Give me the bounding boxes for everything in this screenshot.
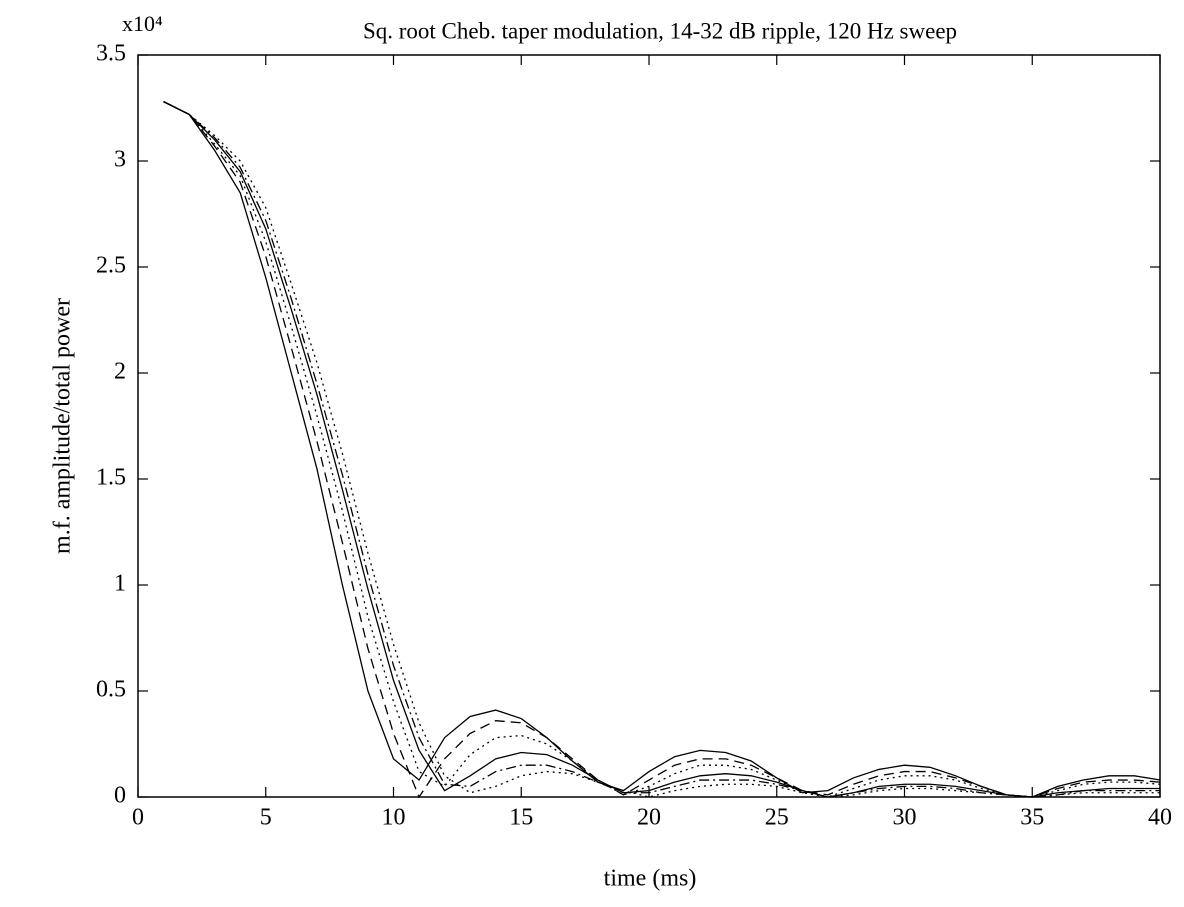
x-tick-label: 30 <box>893 805 917 831</box>
x-tick-label: 15 <box>509 805 533 831</box>
y-multiplier: x10⁴ <box>122 11 163 36</box>
chart-title: Sq. root Cheb. taper modulation, 14-32 d… <box>363 18 957 43</box>
x-tick-label: 10 <box>382 805 406 831</box>
x-tick-label: 40 <box>1148 805 1172 831</box>
series-line <box>163 101 1161 798</box>
x-tick-label: 35 <box>1020 805 1044 831</box>
y-tick-label: 1 <box>114 571 126 597</box>
series-line <box>163 101 1160 798</box>
y-tick-label: 0.5 <box>96 677 126 703</box>
series-line <box>163 101 1161 799</box>
x-tick-label: 20 <box>637 805 661 831</box>
y-tick-label: 2 <box>114 359 126 385</box>
y-tick-label: 1.5 <box>96 465 126 491</box>
plot-frame <box>137 54 1161 798</box>
series-line <box>163 101 1160 798</box>
y-tick-label: 3 <box>114 147 126 173</box>
y-tick-label: 3.5 <box>96 41 126 67</box>
x-tick-label: 25 <box>765 805 789 831</box>
y-tick-label: 0 <box>114 783 126 809</box>
y-tick-label: 2.5 <box>96 253 126 279</box>
y-axis-label: m.f. amplitude/total power <box>50 298 76 554</box>
x-tick-label: 0 <box>132 805 144 831</box>
series-line <box>163 101 1160 798</box>
x-tick-label: 5 <box>260 805 272 831</box>
x-axis-label: time (ms) <box>604 866 697 892</box>
series-line <box>163 101 1161 798</box>
